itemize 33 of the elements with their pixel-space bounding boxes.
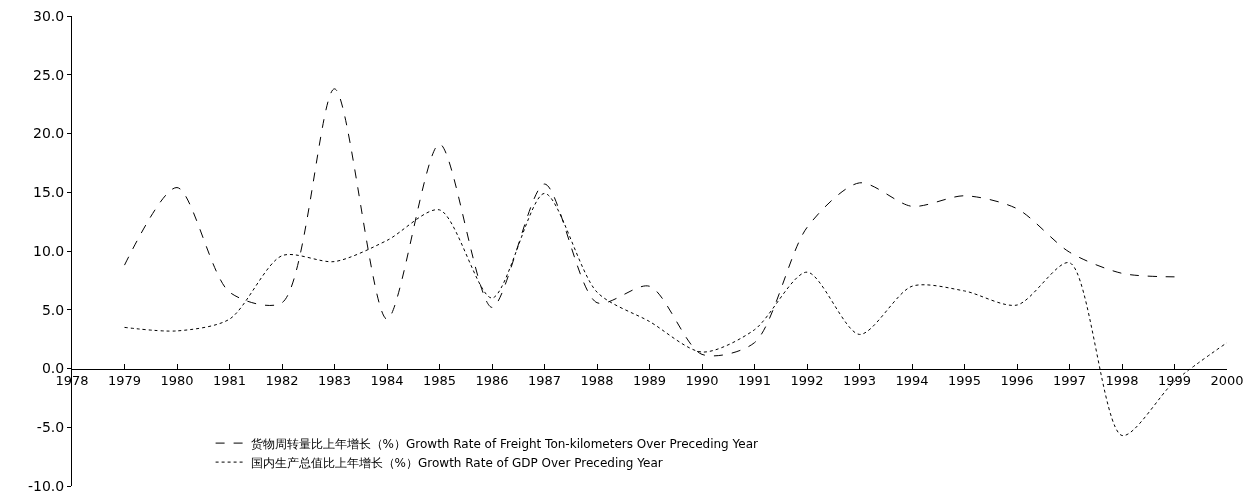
legend-label: 国内生产总值比上年增长（%）Growth Rate of GDP Over Preceding Year bbox=[250, 455, 663, 470]
y-tick-label: 10.0 bbox=[33, 242, 65, 259]
x-tick-label: 1979 bbox=[107, 373, 142, 389]
x-tick-label: 1999 bbox=[1157, 373, 1192, 389]
x-tick-label: 1990 bbox=[685, 373, 719, 389]
x-tick-label: 1988 bbox=[580, 373, 614, 389]
legend-label: 货物周转量比上年增长（%）Growth Rate of Freight Ton-kilometers Over Preceding Year bbox=[250, 436, 759, 451]
x-tick-label: 1997 bbox=[1052, 373, 1087, 389]
y-tick-label: 25.0 bbox=[33, 66, 65, 83]
x-tick-label: 1993 bbox=[842, 373, 877, 389]
x-tick-label: 1992 bbox=[790, 373, 824, 389]
y-tick-label: 0.0 bbox=[41, 360, 65, 377]
x-tick-label: 2000 bbox=[1210, 373, 1244, 389]
x-tick-label: 1984 bbox=[370, 373, 404, 389]
x-tick-label: 1982 bbox=[265, 373, 299, 389]
x-tick-label: 1985 bbox=[422, 373, 457, 389]
x-tick-label: 1983 bbox=[317, 373, 352, 389]
x-tick-label: 1989 bbox=[632, 373, 667, 389]
x-tick-label: 1995 bbox=[947, 373, 982, 389]
x-tick-label: 1996 bbox=[1000, 373, 1034, 389]
x-tick-label: 1987 bbox=[527, 373, 562, 389]
y-tick-label: 20.0 bbox=[33, 125, 65, 142]
x-tick-label: 1981 bbox=[212, 373, 247, 389]
x-tick-label: 1998 bbox=[1105, 373, 1139, 389]
y-tick-label: -5.0 bbox=[36, 419, 65, 436]
x-tick-label: 1991 bbox=[737, 373, 772, 389]
y-tick-label: 15.0 bbox=[33, 184, 65, 201]
x-tick-label: 1980 bbox=[160, 373, 194, 389]
x-tick-label: 1986 bbox=[475, 373, 509, 389]
y-tick-label: -10.0 bbox=[27, 477, 65, 494]
y-tick-label: 30.0 bbox=[33, 7, 65, 24]
x-tick-label: 1994 bbox=[895, 373, 929, 389]
y-tick-label: 5.0 bbox=[41, 301, 65, 318]
